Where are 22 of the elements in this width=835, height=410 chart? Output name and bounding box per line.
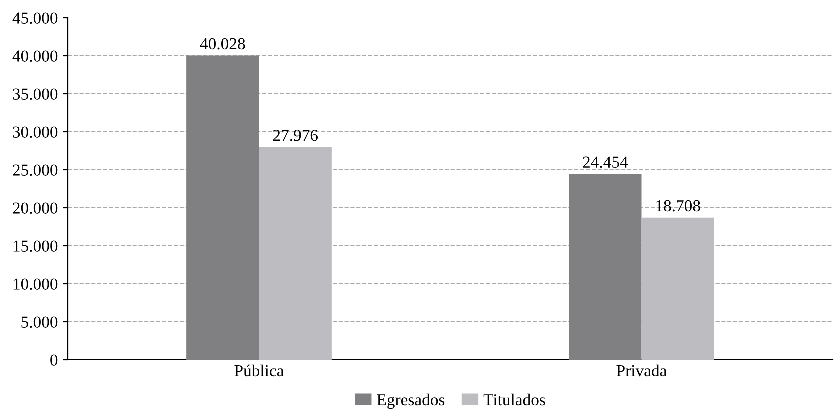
y-tick-label: 35.000 (13, 88, 58, 100)
legend-label: Egresados (377, 394, 445, 410)
x-tick-label: Privada (616, 364, 667, 377)
y-tick-label: 15.000 (14, 240, 58, 252)
y-tick-label: 30.000 (13, 126, 58, 138)
y-tick-label: 45.000 (12, 12, 58, 24)
legend-label: Titulados (484, 394, 546, 406)
y-tick-label: 10.000 (14, 278, 58, 290)
y-tick-label: 0 (50, 354, 58, 366)
x-tick-label: Pública (234, 364, 284, 377)
bar (569, 174, 642, 360)
y-tick-label: 40.000 (12, 50, 58, 62)
data-label: 18.708 (656, 200, 700, 212)
data-label: 27.976 (273, 130, 318, 142)
data-label: 40.028 (200, 38, 246, 50)
y-tick-label: 20.000 (13, 202, 58, 214)
y-tick-label: 5.000 (22, 316, 58, 328)
y-tick-label: 25.000 (13, 164, 58, 176)
bar (642, 218, 714, 360)
data-label: 24.454 (583, 156, 628, 168)
bar (186, 56, 260, 360)
bar (259, 147, 332, 360)
